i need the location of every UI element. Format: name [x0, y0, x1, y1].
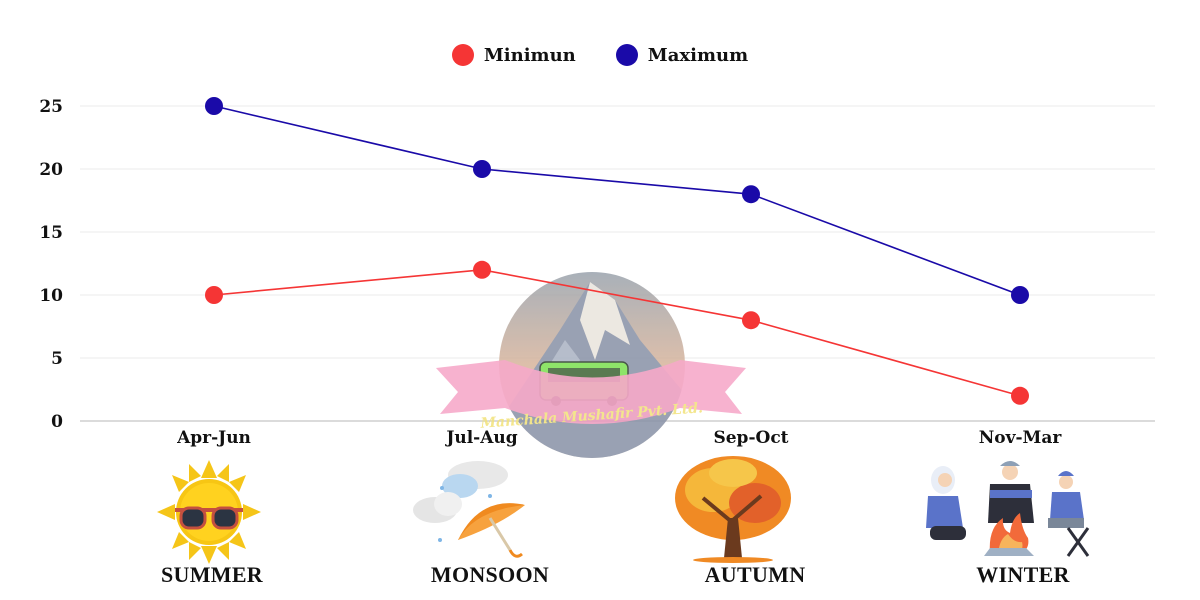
series-lines	[213, 105, 1021, 397]
data-point[interactable]: Minimun Jul-Aug: 12	[473, 260, 491, 279]
x-tick-label: Apr-Jun	[177, 428, 251, 448]
people-around-campfire-icon	[926, 461, 1090, 557]
campfire-icon	[984, 513, 1034, 556]
series-points: Minimun Apr-Jun: 10 Minimun Jul-Aug: 12 Mi…	[205, 97, 1029, 405]
legend-item-maximum[interactable]: Maximum	[615, 44, 749, 66]
data-point[interactable]: Minimun Nov-Mar: 2	[1011, 386, 1029, 405]
legend-marker-minimum	[451, 44, 474, 66]
x-tick-label: Sep-Oct	[713, 428, 789, 448]
data-point[interactable]: Minimun Apr-Jun: 10	[205, 286, 223, 304]
season-name-winter: WINTER	[976, 562, 1070, 587]
season-name-autumn: AUTUMN	[704, 562, 806, 587]
data-point[interactable]: Maximum Jul-Aug: 20	[473, 160, 491, 178]
y-tick-label: 0	[51, 412, 63, 432]
season-name-summer: SUMMER	[160, 562, 263, 587]
data-point[interactable]: Minimun Sep-Oct: 8	[742, 311, 760, 330]
person-left	[926, 466, 966, 540]
legend-label-minimum: Minimun	[483, 44, 576, 66]
y-tick-label: 20	[39, 160, 63, 180]
person-middle	[988, 461, 1034, 523]
legend-label-maximum: Maximum	[647, 44, 749, 66]
logo-ribbon	[436, 360, 746, 424]
company-logo-watermark: Manchala Mushafir Pvt. Ltd.	[436, 272, 746, 458]
y-tick-label: 10	[39, 286, 63, 306]
chart-legend: Minimun Maximum	[0, 44, 1200, 66]
gridlines	[80, 105, 1155, 422]
y-axis: 0 5 10 15 20 25	[39, 97, 63, 432]
legend-item-minimum[interactable]: Minimun	[451, 44, 576, 66]
rain-cloud-umbrella-icon	[413, 461, 525, 558]
data-point[interactable]: Maximum Sep-Oct: 18	[742, 185, 760, 204]
data-point[interactable]: Maximum Nov-Mar: 10	[1011, 286, 1029, 304]
autumn-tree-icon	[675, 456, 791, 563]
y-tick-label: 25	[39, 97, 63, 117]
series-line-minimun	[213, 268, 1021, 397]
season-name-monsoon: MONSOON	[430, 562, 550, 587]
series-line-maximum	[213, 105, 1021, 296]
person-right	[1048, 471, 1090, 557]
data-point[interactable]: Maximum Apr-Jun: 25	[205, 97, 223, 115]
sun-with-sunglasses-icon	[157, 460, 261, 564]
x-tick-label: Nov-Mar	[978, 428, 1062, 448]
x-tick-label: Jul-Aug	[446, 428, 518, 448]
y-tick-label: 15	[39, 223, 63, 243]
legend-marker-maximum	[615, 44, 638, 66]
y-tick-label: 5	[51, 349, 63, 369]
